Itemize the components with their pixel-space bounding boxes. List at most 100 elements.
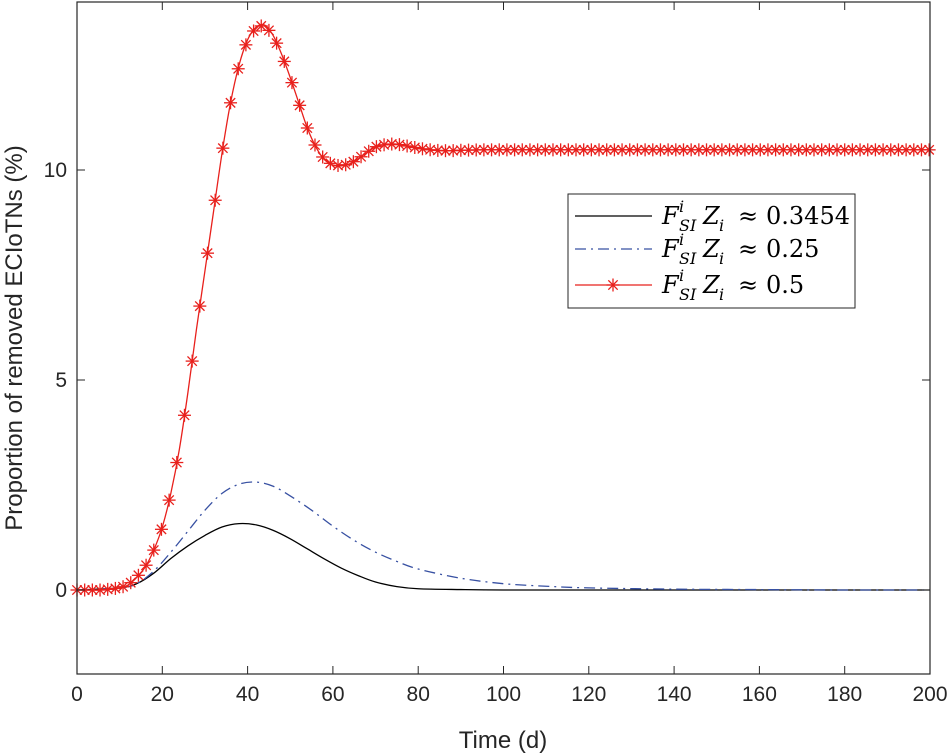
legend-label-approx: ≈ bbox=[738, 202, 758, 230]
data-point-marker bbox=[500, 143, 514, 157]
series-line-1 bbox=[76, 522, 930, 591]
data-point-marker bbox=[154, 522, 168, 536]
x-tick-label: 60 bbox=[321, 683, 344, 706]
legend-label-sub: SI bbox=[679, 249, 697, 268]
data-point-marker bbox=[845, 143, 859, 157]
data-point-marker bbox=[362, 144, 376, 158]
data-point-marker bbox=[799, 143, 813, 157]
x-tick-label: 80 bbox=[407, 683, 430, 706]
x-tick-label: 40 bbox=[236, 683, 259, 706]
data-point-marker bbox=[899, 143, 913, 157]
data-point-marker bbox=[285, 76, 299, 90]
data-point-marker bbox=[231, 62, 245, 76]
legend-label: F bbox=[661, 202, 680, 230]
legend-label-value: 0.3454 bbox=[766, 202, 850, 230]
x-tick-label: 140 bbox=[657, 683, 692, 706]
x-tick-label: 180 bbox=[827, 683, 862, 706]
x-tick-label: 120 bbox=[571, 683, 606, 706]
legend-marker bbox=[606, 278, 620, 292]
legend-label-sub: SI bbox=[679, 216, 697, 235]
data-point-marker bbox=[508, 143, 522, 157]
legend-label: F bbox=[661, 235, 680, 263]
data-point-marker bbox=[147, 543, 161, 557]
legend-label-var-sub: i bbox=[719, 216, 724, 235]
data-point-marker bbox=[700, 143, 714, 157]
legend-label-sup: i bbox=[679, 197, 684, 216]
data-point-marker bbox=[208, 193, 222, 207]
legend-label-sup: i bbox=[679, 266, 684, 285]
data-point-marker bbox=[247, 24, 261, 38]
legend-label-var: Z bbox=[702, 202, 721, 230]
data-point-marker bbox=[139, 558, 153, 572]
data-point-marker bbox=[201, 246, 215, 260]
x-tick-label: 160 bbox=[742, 683, 777, 706]
legend-label: F bbox=[661, 271, 680, 299]
data-point-marker bbox=[776, 143, 790, 157]
data-point-marker bbox=[561, 143, 575, 157]
y-tick-label: 0 bbox=[55, 579, 67, 602]
legend-label-var-sub: i bbox=[719, 249, 724, 268]
x-tick-label: 20 bbox=[151, 683, 174, 706]
data-point-marker bbox=[162, 493, 176, 507]
legend-label-var: Z bbox=[702, 235, 721, 263]
data-point-marker bbox=[254, 19, 268, 33]
legend-label-var: Z bbox=[702, 271, 721, 299]
data-point-marker bbox=[193, 299, 207, 313]
data-point-marker bbox=[615, 143, 629, 157]
data-point-marker bbox=[277, 54, 291, 68]
data-point-marker bbox=[316, 150, 330, 164]
data-point-marker bbox=[485, 143, 499, 157]
data-point-marker bbox=[124, 576, 138, 590]
data-point-marker bbox=[323, 156, 337, 170]
y-tick-label: 10 bbox=[44, 159, 67, 182]
data-point-marker bbox=[131, 568, 145, 582]
data-point-marker bbox=[354, 150, 368, 164]
series-markers-3 bbox=[70, 19, 936, 597]
data-point-marker bbox=[377, 138, 391, 152]
data-point-marker bbox=[738, 143, 752, 157]
data-point-marker bbox=[492, 143, 506, 157]
legend-label-value: 0.5 bbox=[766, 271, 804, 299]
data-point-marker bbox=[293, 98, 307, 112]
data-point-marker bbox=[346, 155, 360, 169]
legend-label-sub: SI bbox=[679, 285, 697, 304]
data-point-marker bbox=[638, 143, 652, 157]
legend-label-approx: ≈ bbox=[738, 235, 758, 263]
legend-label-sup: i bbox=[679, 230, 684, 249]
plot-series bbox=[70, 19, 936, 597]
data-point-marker bbox=[216, 141, 230, 155]
data-point-marker bbox=[523, 143, 537, 157]
data-point-marker bbox=[646, 143, 660, 157]
legend-label-var-sub: i bbox=[719, 285, 724, 304]
data-point-marker bbox=[369, 140, 383, 154]
data-point-marker bbox=[108, 581, 122, 595]
legend-label-value: 0.25 bbox=[766, 235, 819, 263]
x-tick-label: 100 bbox=[486, 683, 521, 706]
legend-label-approx: ≈ bbox=[738, 271, 758, 299]
y-axis-title: Proportion of removed ECIoTNs (%) bbox=[1, 145, 28, 530]
data-point-marker bbox=[868, 143, 882, 157]
data-point-marker bbox=[922, 143, 936, 157]
data-point-marker bbox=[185, 354, 199, 368]
x-tick-label: 0 bbox=[71, 683, 83, 706]
data-point-marker bbox=[262, 23, 276, 37]
data-point-marker bbox=[170, 456, 184, 470]
data-point-marker bbox=[707, 143, 721, 157]
data-point-marker bbox=[239, 38, 253, 52]
data-point-marker bbox=[554, 143, 568, 157]
x-axis-title: Time (d) bbox=[459, 727, 547, 754]
data-point-marker bbox=[270, 36, 284, 50]
legend-box bbox=[567, 193, 856, 309]
x-tick-label: 200 bbox=[912, 683, 947, 706]
data-point-marker bbox=[224, 96, 238, 110]
data-point-marker bbox=[454, 143, 468, 157]
data-point-marker bbox=[85, 583, 99, 597]
data-point-marker bbox=[569, 143, 583, 157]
y-tick-label: 5 bbox=[55, 369, 67, 392]
axis-ticks: 0 20 40 60 80 100 120 140 160 180 200 0 5 10 bbox=[44, 2, 948, 706]
data-point-marker bbox=[308, 138, 322, 152]
